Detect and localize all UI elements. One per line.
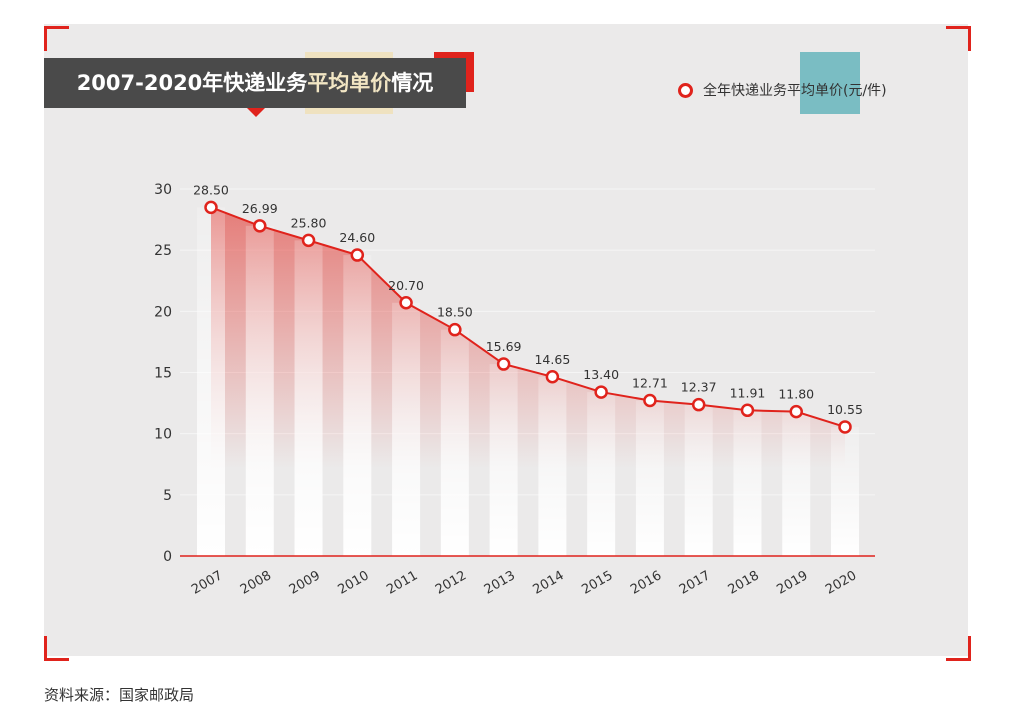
data-point: [204, 200, 218, 215]
corner-mark: [946, 26, 971, 51]
x-tick-label: 2010: [335, 568, 371, 598]
chart-title: 2007-2020年快递业务平均单价情况: [44, 58, 466, 108]
x-tick-label: 2008: [238, 568, 274, 598]
corner-mark: [44, 26, 69, 51]
x-tick-label: 2016: [628, 568, 664, 598]
column-highlight: [782, 411, 811, 556]
column-highlight: [831, 426, 860, 556]
corner-mark: [44, 636, 69, 661]
data-label: 10.55: [827, 402, 863, 417]
title-pointer: [247, 108, 265, 117]
data-label: 26.99: [242, 201, 278, 216]
data-point: [301, 233, 316, 248]
data-point: [691, 397, 706, 412]
data-point: [594, 385, 608, 399]
data-point: [350, 248, 365, 262]
data-label: 11.80: [778, 387, 814, 402]
data-label: 13.40: [583, 367, 619, 382]
title-text: 2007-2020年快递业务: [76, 71, 308, 95]
column-highlight: [733, 410, 762, 556]
y-tick-label: 25: [154, 243, 172, 259]
data-label: 12.71: [632, 376, 668, 391]
y-tick-label: 20: [154, 304, 172, 320]
legend-marker-icon: [678, 82, 693, 98]
x-tick-label: 2017: [677, 568, 713, 598]
x-tick-label: 2013: [482, 568, 518, 598]
column-highlight: [294, 240, 323, 556]
legend-label: 全年快递业务平均单价(元/件): [703, 83, 887, 99]
y-tick-label: 30: [154, 182, 172, 198]
data-label: 20.70: [388, 278, 424, 293]
column-highlight: [440, 329, 469, 556]
data-point: [789, 404, 803, 419]
x-tick-label: 2011: [384, 568, 420, 598]
data-label: 12.37: [681, 380, 717, 395]
column-highlight: [343, 255, 372, 556]
data-label: 18.50: [437, 305, 473, 320]
data-label: 11.91: [730, 385, 766, 400]
x-tick-label: 2020: [823, 568, 859, 598]
data-point: [740, 403, 755, 418]
legend-decoration: [800, 52, 860, 114]
corner-mark: [946, 636, 971, 661]
data-point: [643, 393, 657, 408]
series-line: [210, 206, 846, 428]
x-tick-label: 2007: [189, 568, 225, 598]
data-label: 25.80: [291, 215, 327, 230]
column-highlight: [684, 404, 713, 556]
column-highlight: [635, 400, 664, 556]
data-label: 14.65: [534, 352, 570, 367]
x-tick-label: 2012: [433, 568, 469, 598]
y-tick-label: 10: [154, 427, 172, 443]
y-tick-label: 15: [154, 366, 172, 382]
data-point: [496, 357, 511, 371]
column-highlight: [197, 207, 225, 556]
source-note: 资料来源：国家邮政局: [44, 686, 195, 704]
title-highlight: 平均单价: [307, 71, 392, 95]
x-tick-label: 2014: [531, 568, 567, 598]
data-point: [838, 420, 852, 434]
column-highlight: [489, 364, 518, 556]
data-label: 15.69: [486, 339, 522, 354]
legend: 全年快递业务平均单价(元/件): [678, 80, 887, 100]
data-point: [545, 370, 560, 384]
column-highlight: [392, 302, 421, 556]
data-label: 28.50: [193, 182, 229, 197]
title-text: 情况: [391, 71, 434, 95]
column-highlight: [538, 376, 567, 556]
data-point: [253, 219, 267, 233]
column-highlight: [587, 392, 616, 556]
y-tick-label: 0: [163, 549, 172, 565]
data-point: [448, 322, 462, 337]
data-label: 24.60: [339, 230, 375, 245]
y-tick-label: 5: [163, 488, 172, 504]
x-tick-label: 2019: [774, 568, 810, 598]
data-point: [399, 296, 413, 310]
x-tick-label: 2009: [287, 568, 323, 598]
x-tick-label: 2015: [579, 568, 615, 598]
column-highlight: [245, 225, 274, 556]
x-tick-label: 2018: [726, 568, 762, 598]
